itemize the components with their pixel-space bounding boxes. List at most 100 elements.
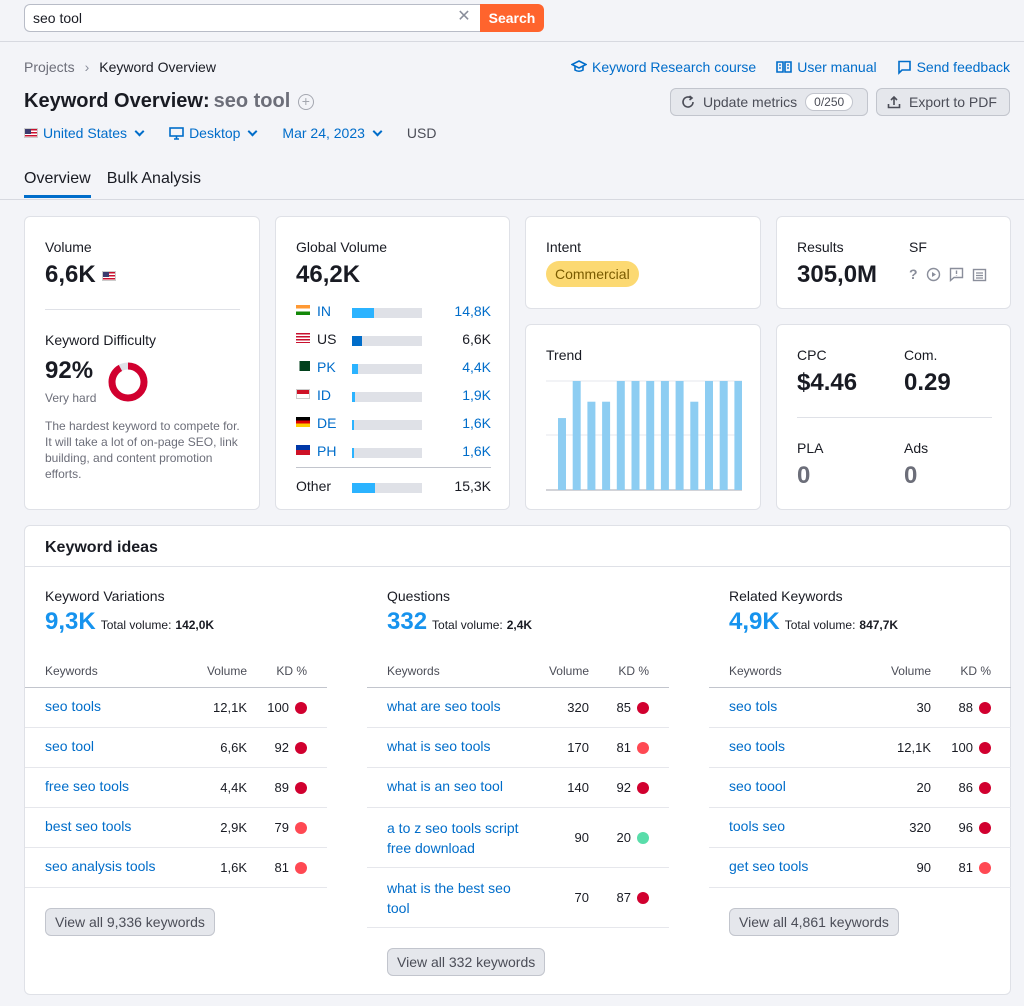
country-volume[interactable]: 1,6K [462,443,491,459]
country-volume[interactable]: 14,8K [454,303,491,319]
country-code[interactable]: PK [317,359,336,375]
kd-column-header: KD % [618,664,649,678]
keyword-row: seo analysis tools 1,6K 81 [25,848,327,888]
knowledge-panel-icon[interactable] [972,267,987,282]
column-count-number[interactable]: 9,3K [45,608,96,635]
country-volume[interactable]: 1,9K [462,387,491,403]
kd-dot-icon [979,782,991,794]
keyword-volume: 4,4K [220,780,247,795]
volume-bar-fill [352,308,375,318]
kd-dot-icon [637,832,649,844]
graduation-cap-icon [571,60,588,73]
volume-label: Volume [45,239,92,255]
column-count[interactable]: 332 Total volume: 2,4K [387,608,532,636]
column-count[interactable]: 9,3K Total volume: 142,0K [45,608,214,636]
country-code[interactable]: DE [317,415,337,431]
volume-bar [352,392,422,402]
keyword-link[interactable]: a to z seo tools script free download [387,820,519,856]
reviews-icon[interactable] [949,267,964,282]
send-feedback-link[interactable]: Send feedback [897,59,1010,75]
help-links: Keyword Research course User manual Send… [571,59,1010,75]
global-volume-label: Global Volume [296,239,388,255]
keyword-row: seo tols 30 88 [709,688,1011,728]
keyword-volume: 320 [909,820,931,835]
user-manual-link[interactable]: User manual [776,59,877,75]
tab-bulk-analysis[interactable]: Bulk Analysis [106,170,201,187]
pla-label: PLA [797,440,824,456]
keyword-link[interactable]: tools seo [729,818,786,834]
trend-bar[interactable] [602,401,611,490]
trend-bar[interactable] [587,401,596,490]
kd-dot-icon [979,742,991,754]
global-volume-card: Global Volume 46,2K IN 14,8K US 6,6K PK 4,4K I… [275,216,510,510]
column-count-number[interactable]: 4,9K [729,608,780,635]
country-select[interactable]: United States [24,125,145,141]
trend-bar[interactable] [690,401,699,490]
column-count[interactable]: 4,9K Total volume: 847,7K [729,608,898,636]
trend-bar[interactable] [558,418,566,490]
keyword-link[interactable]: what is an seo tool [387,778,503,794]
keyword-kd: 20 [616,830,631,845]
keyword-link[interactable]: seo tols [729,698,778,714]
keyword-kd: 92 [616,780,631,795]
country-code[interactable]: PH [317,443,337,459]
keyword-kd: 81 [616,740,631,755]
keyword-link[interactable]: free seo tools [45,778,130,794]
update-metrics-count: 0/250 [805,93,854,111]
kd-donut-arc [108,362,148,402]
search-input[interactable]: seo tool [24,4,480,32]
country-volume[interactable]: 1,6K [462,415,491,431]
keyword-link[interactable]: what is the best seo tool [387,880,511,916]
keyword-research-course-link[interactable]: Keyword Research course [571,59,756,75]
date-select[interactable]: Mar 24, 2023 [282,125,383,141]
kd-level: Very hard [45,391,97,405]
view-all-keywords-button[interactable]: View all 332 keywords [387,948,546,976]
search-button[interactable]: Search [480,4,544,32]
keyword-link[interactable]: what is seo tools [387,738,491,754]
keyword-kd: 96 [958,820,973,835]
tab-overview[interactable]: Overview [24,170,91,198]
keyword-volume: 70 [574,890,589,905]
view-all-keywords-button[interactable]: View all 9,336 keywords [45,908,215,936]
device-select[interactable]: Desktop [169,125,258,141]
country-volume[interactable]: 4,4K [462,359,491,375]
keyword-link[interactable]: seo toool [729,778,786,794]
keyword-volume: 320 [567,700,589,715]
question-icon[interactable]: ? [909,266,918,282]
breadcrumb-projects[interactable]: Projects [24,59,75,75]
trend-bar[interactable] [616,381,625,490]
keyword-link[interactable]: best seo tools [45,818,132,834]
trend-bar[interactable] [646,381,655,490]
kd-label: Keyword Difficulty [45,332,157,348]
update-metrics-button[interactable]: Update metrics 0/250 [670,88,868,116]
clear-search-icon[interactable]: ✕ [457,8,471,25]
keyword-row: best seo tools 2,9K 79 [25,808,327,848]
trend-bar[interactable] [631,381,640,490]
trend-bar[interactable] [660,381,669,490]
keyword-link[interactable]: seo tools [729,738,786,754]
add-to-list-icon[interactable]: + [297,93,314,110]
trend-bar[interactable] [734,381,742,490]
country-code[interactable]: IN [317,303,331,319]
country-code[interactable]: ID [317,387,331,403]
keyword-kd: 92 [274,740,289,755]
trend-bar[interactable] [705,381,713,490]
keyword-link[interactable]: what are seo tools [387,698,501,714]
keyword-link[interactable]: seo analysis tools [45,858,156,874]
trend-bar[interactable] [675,381,684,490]
keyword-link[interactable]: seo tools [45,698,102,714]
column-count-number[interactable]: 332 [387,608,428,635]
trend-bar[interactable] [572,381,581,490]
trend-bar[interactable] [719,381,728,490]
keyword-row: what is seo tools 170 81 [367,728,669,768]
keyword-row: free seo tools 4,4K 89 [25,768,327,808]
view-all-keywords-button[interactable]: View all 4,861 keywords [729,908,899,936]
top-search-bar: seo tool ✕ Search [0,0,1024,42]
volume-bar [352,448,422,458]
video-icon[interactable] [926,267,941,282]
keyword-ideas-column: Related Keywords 4,9K Total volume: 847,7K K… [709,526,1011,994]
keyword-link[interactable]: get seo tools [729,858,809,874]
keyword-link[interactable]: seo tool [45,738,95,754]
export-pdf-button[interactable]: Export to PDF [876,88,1010,116]
volume-column-header: Volume [548,664,589,678]
